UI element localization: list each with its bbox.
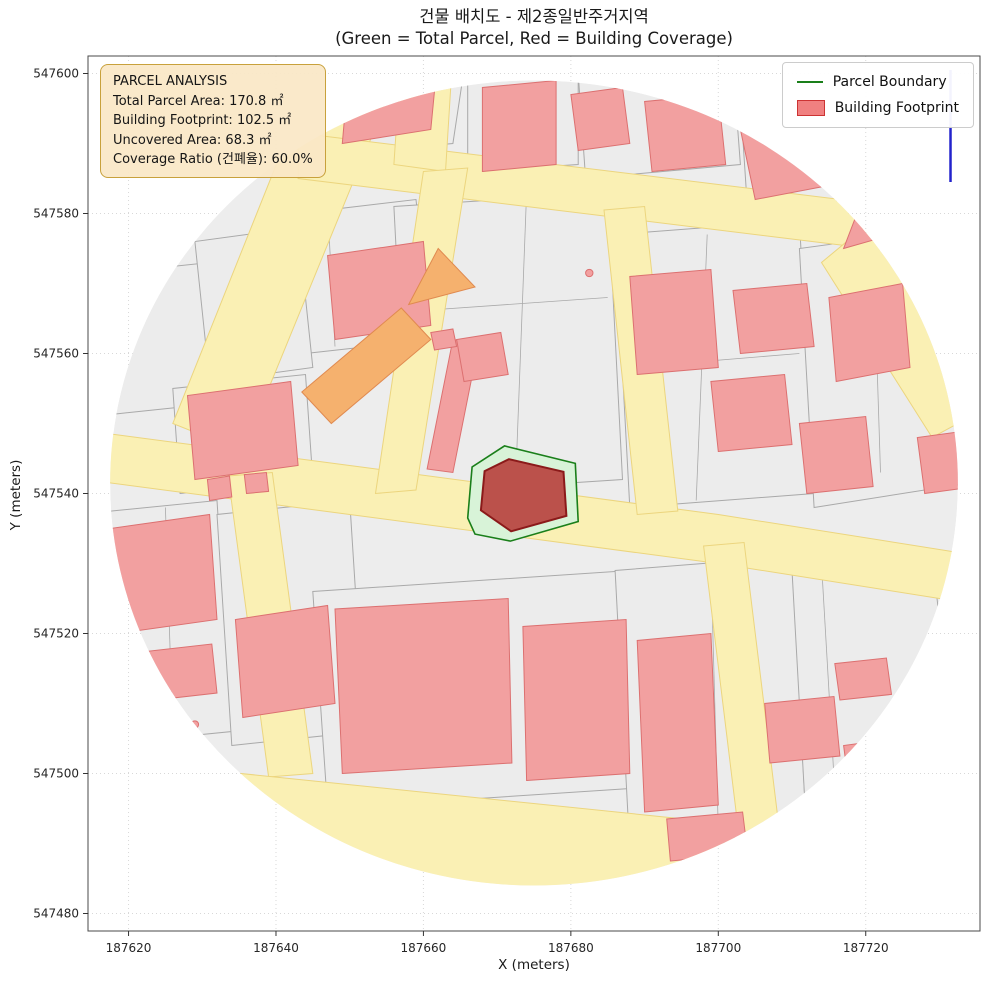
x-tick-label: 187640 (253, 941, 299, 955)
building (916, 429, 958, 495)
infobox-title: PARCEL ANALYSIS (113, 74, 228, 89)
building (407, 247, 476, 306)
y-tick-label: 547500 (33, 767, 79, 781)
building (570, 86, 631, 152)
building (481, 80, 557, 173)
building (110, 513, 218, 635)
building (710, 373, 793, 453)
y-tick-label: 547540 (33, 487, 79, 501)
building (798, 415, 874, 495)
y-tick-label: 547480 (33, 907, 79, 921)
building (828, 282, 911, 383)
building (522, 618, 631, 782)
building (636, 632, 719, 813)
x-tick-label: 187680 (548, 941, 594, 955)
chart-title: 건물 배치도 - 제2종일반주거지역 (Green = Total Parcel… (88, 6, 980, 50)
y-tick-label: 547560 (33, 347, 79, 361)
y-tick-label: 547580 (33, 207, 79, 221)
building (341, 80, 439, 145)
building-dot (585, 268, 594, 278)
building (234, 604, 336, 719)
parcel-analysis-box: PARCEL ANALYSIS Total Parcel Area: 170.8… (100, 64, 326, 178)
y-tick-label: 547520 (33, 627, 79, 641)
building (834, 657, 893, 701)
parcel-boundary-swatch (796, 81, 823, 83)
building (732, 282, 815, 355)
building (644, 93, 727, 173)
building-dot (190, 720, 200, 729)
y-tick-label: 547600 (33, 67, 79, 81)
building (456, 331, 509, 383)
building (334, 597, 513, 775)
legend: Parcel Boundary Building Footprint (781, 62, 974, 128)
chart-title-line2: (Green = Total Parcel, Red = Building Co… (335, 29, 733, 48)
building (301, 307, 432, 425)
building (119, 643, 218, 705)
building-footprint-swatch (796, 100, 825, 116)
building (243, 471, 270, 495)
x-tick-label: 187620 (106, 941, 152, 955)
building (206, 475, 233, 502)
chart-title-line1: 건물 배치도 - 제2종일반주거지역 (419, 7, 649, 26)
infobox-line-uncovered: Uncovered Area: 68.3 ㎡ (113, 132, 272, 148)
legend-row-parcel-boundary: Parcel Boundary (796, 74, 959, 90)
building (629, 268, 719, 376)
parcel-line (515, 192, 527, 484)
building (842, 170, 919, 250)
infobox-line-coverage: Coverage Ratio (건폐율): 60.0% (113, 152, 313, 167)
x-tick-label: 187720 (843, 941, 889, 955)
parcel (791, 555, 958, 838)
legend-label-parcel-boundary: Parcel Boundary (832, 74, 947, 90)
building (843, 737, 904, 803)
building (739, 114, 830, 201)
building (186, 380, 299, 481)
building (666, 811, 749, 862)
building (764, 695, 841, 764)
x-tick-label: 187660 (401, 941, 447, 955)
y-axis-label: Y (meters) (8, 459, 24, 531)
legend-label-building-footprint: Building Footprint (834, 100, 959, 116)
infobox-line-total-area: Total Parcel Area: 170.8 ㎡ (113, 93, 284, 109)
x-axis-label: X (meters) (498, 957, 570, 973)
x-tick-label: 187700 (695, 941, 741, 955)
legend-row-building-footprint: Building Footprint (796, 100, 959, 116)
building (430, 328, 458, 351)
infobox-line-footprint: Building Footprint: 102.5 ㎡ (113, 113, 292, 128)
highlight-building-footprint (479, 458, 568, 533)
